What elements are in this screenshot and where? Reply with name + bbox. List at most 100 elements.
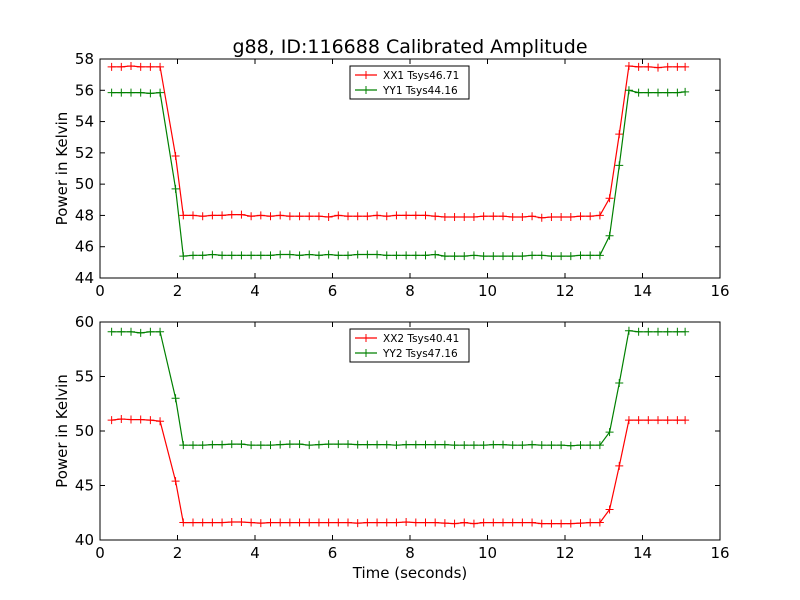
- data-point: [295, 212, 304, 221]
- data-point: [363, 212, 372, 221]
- data-point: [314, 518, 323, 527]
- data-point: [237, 440, 246, 449]
- data-point: [654, 63, 662, 72]
- data-point: [218, 251, 227, 260]
- data-point: [266, 212, 275, 221]
- data-point: [402, 440, 411, 449]
- data-point: [663, 62, 672, 71]
- data-point: [624, 86, 633, 95]
- data-point: [382, 251, 391, 260]
- y-tick-label: 46: [75, 238, 94, 256]
- data-point: [566, 441, 575, 450]
- data-point: [634, 62, 643, 71]
- data-point: [431, 518, 440, 527]
- data-point: [576, 251, 585, 260]
- data-point: [537, 519, 546, 528]
- legend-label: YY1 Tsys44.16: [382, 85, 458, 97]
- data-point: [179, 518, 188, 527]
- data-point: [644, 88, 653, 97]
- data-point: [256, 441, 265, 450]
- data-point: [136, 88, 145, 97]
- data-point: [285, 250, 294, 259]
- data-point: [450, 252, 459, 261]
- data-point: [411, 440, 420, 449]
- data-point: [518, 212, 527, 221]
- data-point: [673, 416, 682, 425]
- legend-box: [349, 65, 470, 100]
- data-point: [156, 327, 165, 336]
- legend-label: YY2 Tsys47.16: [382, 348, 458, 360]
- data-point: [314, 440, 323, 449]
- data-point: [171, 477, 180, 486]
- data-point: [528, 440, 537, 449]
- data-point: [673, 88, 682, 97]
- data-point: [382, 212, 391, 221]
- data-point: [107, 88, 116, 97]
- data-point: [285, 212, 294, 221]
- data-point: [537, 441, 546, 450]
- data-point: [440, 252, 449, 261]
- data-point: [615, 130, 624, 139]
- series-1: [107, 326, 690, 450]
- data-point: [421, 440, 430, 449]
- data-point: [373, 440, 382, 449]
- x-tick-label: 14: [633, 544, 652, 562]
- data-point: [586, 518, 595, 527]
- data-point: [373, 518, 382, 527]
- data-point: [208, 211, 217, 220]
- data-point: [107, 416, 116, 425]
- data-point: [489, 518, 498, 527]
- data-point: [663, 88, 672, 97]
- data-point: [344, 251, 352, 260]
- series-0: [107, 62, 690, 222]
- x-tick-label: 6: [328, 544, 338, 562]
- data-point: [198, 518, 207, 527]
- data-point: [499, 212, 507, 221]
- data-point: [344, 440, 352, 449]
- data-point: [247, 251, 256, 260]
- data-point: [508, 252, 517, 261]
- data-point: [334, 251, 343, 260]
- data-point: [431, 212, 440, 221]
- data-point: [440, 519, 449, 528]
- data-point: [557, 441, 566, 450]
- data-point: [127, 327, 135, 336]
- legend-marker: [362, 349, 370, 357]
- x-tick-label: 16: [710, 282, 729, 300]
- data-point: [528, 518, 537, 527]
- data-point: [537, 251, 546, 260]
- data-point: [285, 518, 294, 527]
- data-point: [460, 212, 469, 221]
- data-point: [460, 252, 469, 261]
- data-point: [353, 212, 362, 221]
- data-point: [392, 441, 401, 450]
- data-point: [681, 327, 690, 336]
- data-point: [189, 441, 197, 450]
- x-tick-label: 6: [328, 282, 338, 300]
- data-point: [499, 252, 507, 261]
- data-point: [353, 250, 362, 259]
- data-point: [171, 394, 180, 403]
- data-point: [595, 441, 604, 450]
- y-tick-label: 44: [75, 269, 94, 287]
- x-tick-label: 4: [250, 544, 260, 562]
- data-point: [644, 62, 653, 71]
- data-point: [469, 251, 478, 260]
- data-point: [363, 250, 372, 259]
- data-point: [663, 416, 672, 425]
- data-point: [681, 87, 690, 96]
- x-tick-label: 2: [173, 544, 183, 562]
- data-point: [382, 518, 391, 527]
- data-point: [479, 518, 488, 527]
- y-tick-label: 54: [75, 113, 94, 131]
- legend-box: [349, 328, 470, 363]
- data-point: [421, 518, 430, 527]
- data-point: [586, 441, 595, 450]
- data-point: [256, 251, 265, 260]
- data-point: [198, 212, 207, 221]
- data-point: [117, 327, 126, 336]
- data-point: [334, 211, 343, 220]
- data-point: [146, 89, 155, 98]
- x-tick-label: 2: [173, 282, 183, 300]
